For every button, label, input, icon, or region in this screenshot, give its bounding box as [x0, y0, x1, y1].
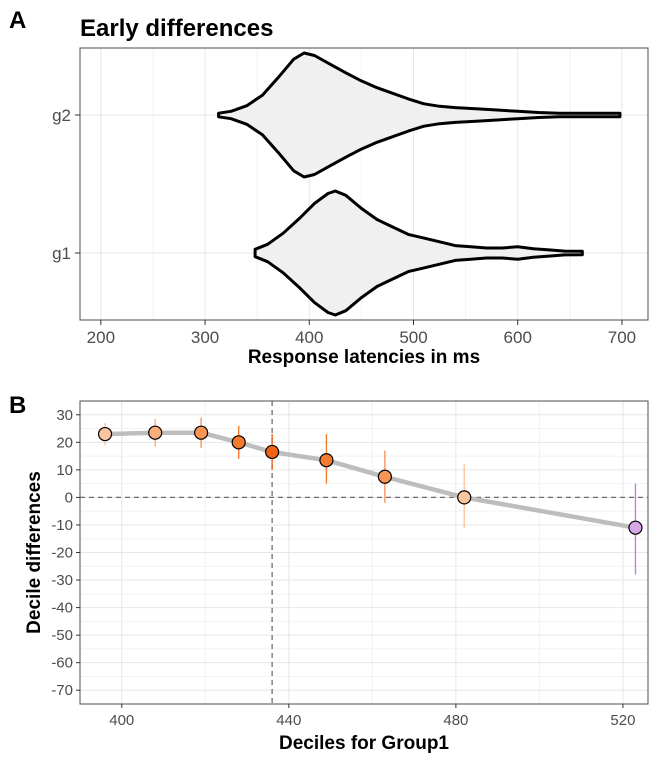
decile-chart: 30 20 10 0 -10 -20 -30 -40 -50 -60 -70 400 440 480 52…: [24, 400, 649, 754]
decile-difference-line: [102, 430, 638, 530]
x-tick-label: 600: [504, 328, 532, 347]
x-tick-label: 200: [87, 328, 115, 347]
decile-confidence-intervals: [104, 417, 637, 575]
violin-g1: [253, 189, 584, 317]
decile-reference-lines: [80, 401, 648, 704]
decile-point-3: [194, 425, 209, 440]
y-tick-label: -60: [51, 655, 73, 672]
decile-y-axis-title: Decile differences: [24, 471, 45, 634]
x-tick-label: 400: [109, 712, 134, 729]
violin-y-ticks: g1 g2: [52, 106, 80, 263]
y-tick-label: 10: [56, 462, 73, 479]
y-tick-label: -30: [51, 572, 73, 589]
panel-b-letter: B: [9, 392, 26, 419]
decile-point-4: [231, 435, 246, 450]
y-tick-label: 0: [65, 489, 73, 506]
decile-x-ticks: 400 440 480 520: [109, 704, 635, 729]
x-tick-label: 520: [610, 712, 635, 729]
decile-point-5: [265, 444, 280, 460]
y-tick-label: -50: [51, 627, 73, 644]
violin-x-ticks: 200 300 400 500 600 700: [87, 320, 636, 347]
y-tick-label: -40: [51, 600, 73, 617]
y-tick-label: 30: [56, 407, 73, 424]
x-tick-label: 700: [608, 328, 636, 347]
decile-point-9: [628, 520, 643, 535]
y-tick-label-g1: g1: [52, 244, 71, 263]
y-tick-label-g2: g2: [52, 106, 71, 125]
x-tick-label: 400: [295, 328, 323, 347]
decile-point-2: [148, 425, 163, 440]
violin-chart: g1 g2 200 300 400 500 600 700 Response latenci…: [52, 47, 649, 368]
decile-points: [97, 425, 643, 535]
y-tick-label: -20: [51, 545, 73, 562]
x-tick-label: 440: [276, 712, 301, 729]
x-tick-label: 480: [443, 712, 468, 729]
violin-plot-frame: [79, 47, 649, 321]
y-tick-label: 20: [56, 434, 73, 451]
y-tick-label: -70: [51, 682, 73, 699]
decile-point-7: [377, 469, 392, 484]
decile-point-8: [457, 490, 472, 505]
x-tick-label: 500: [399, 328, 427, 347]
chart-a-title: Early differences: [80, 15, 273, 42]
violin-x-axis-title: Response latencies in ms: [248, 347, 480, 368]
decile-y-ticks: 30 20 10 0 -10 -20 -30 -40 -50 -60 -70: [51, 407, 80, 699]
panel-a-letter: A: [9, 7, 26, 34]
y-tick-label: -10: [51, 517, 73, 534]
violin-shapes: [217, 51, 622, 317]
decile-point-6: [319, 453, 334, 468]
x-tick-label: 300: [191, 328, 219, 347]
decile-point-1: [97, 426, 113, 442]
violin-g2: [217, 51, 622, 179]
decile-line: [102, 430, 638, 530]
decile-x-axis-title: Deciles for Group1: [279, 733, 449, 754]
decile-gridlines: [80, 400, 648, 705]
